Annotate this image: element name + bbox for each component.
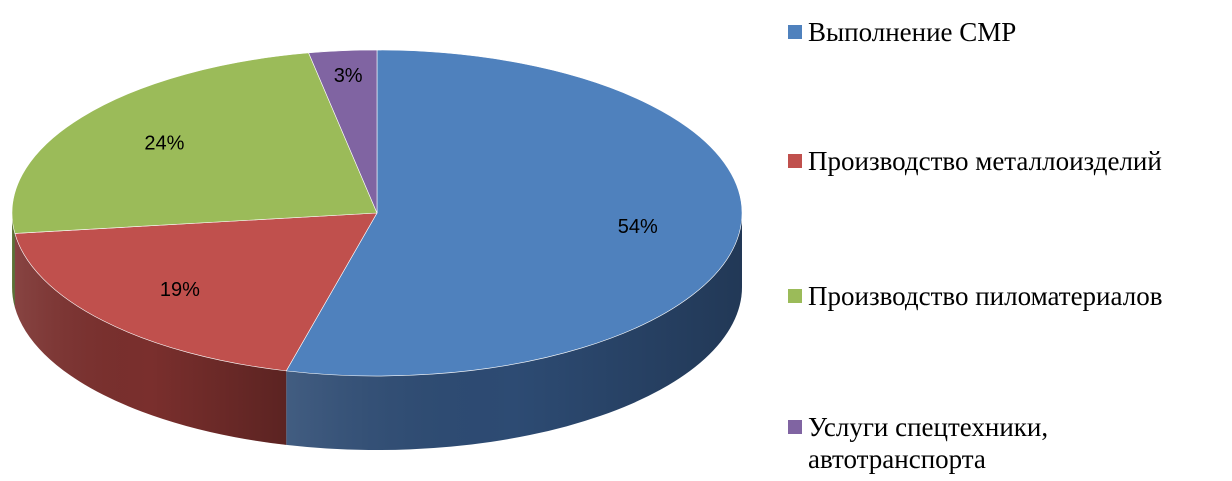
slice-производство-металлоизделий-label: 19% bbox=[160, 279, 200, 301]
slice-производство-пиломатериалов-top bbox=[11, 52, 378, 234]
pie-labels: 54% 19% 24% 3% bbox=[144, 65, 658, 301]
legend-swatch-metal bbox=[788, 154, 802, 168]
legend-label-services-line1: Услуги спецтехники, bbox=[808, 412, 1049, 442]
slice-производство-пиломатериалов-label: 24% bbox=[144, 132, 184, 154]
legend-swatch-lumber bbox=[788, 289, 802, 303]
slice-услуги-спецтехники-автотранспорта-top bbox=[308, 49, 378, 214]
pie-chart-svg: 54% 19% 24% 3% bbox=[11, 49, 743, 450]
legend-swatch-services bbox=[788, 420, 802, 434]
pie-tops bbox=[11, 49, 743, 377]
pie-chart: 54% 19% 24% 3% bbox=[11, 49, 743, 450]
pie-sides bbox=[12, 213, 742, 450]
slice-производство-металлоизделий-top bbox=[14, 212, 378, 372]
slice-услуги-спецтехники-автотранспорта-label: 3% bbox=[334, 65, 363, 87]
legend: Выполнение СМР Производство металлоиздел… bbox=[788, 0, 1232, 481]
slice-выполнение-смр-side-shade bbox=[286, 213, 742, 450]
legend-label-metal: Производство металлоизделий bbox=[808, 146, 1162, 176]
legend-swatch-smr bbox=[788, 25, 802, 39]
legend-label-smr: Выполнение СМР bbox=[808, 17, 1017, 47]
legend-label-services-line2: автотранспорта bbox=[808, 444, 986, 474]
slice-выполнение-смр-label: 54% bbox=[618, 216, 658, 238]
slice-производство-металлоизделий-side-shade bbox=[14, 233, 287, 445]
legend-label-lumber: Производство пиломатериалов bbox=[808, 281, 1163, 311]
slice-выполнение-смр-top bbox=[285, 49, 743, 377]
slice-производство-пиломатериалов-side-shade bbox=[12, 213, 15, 308]
